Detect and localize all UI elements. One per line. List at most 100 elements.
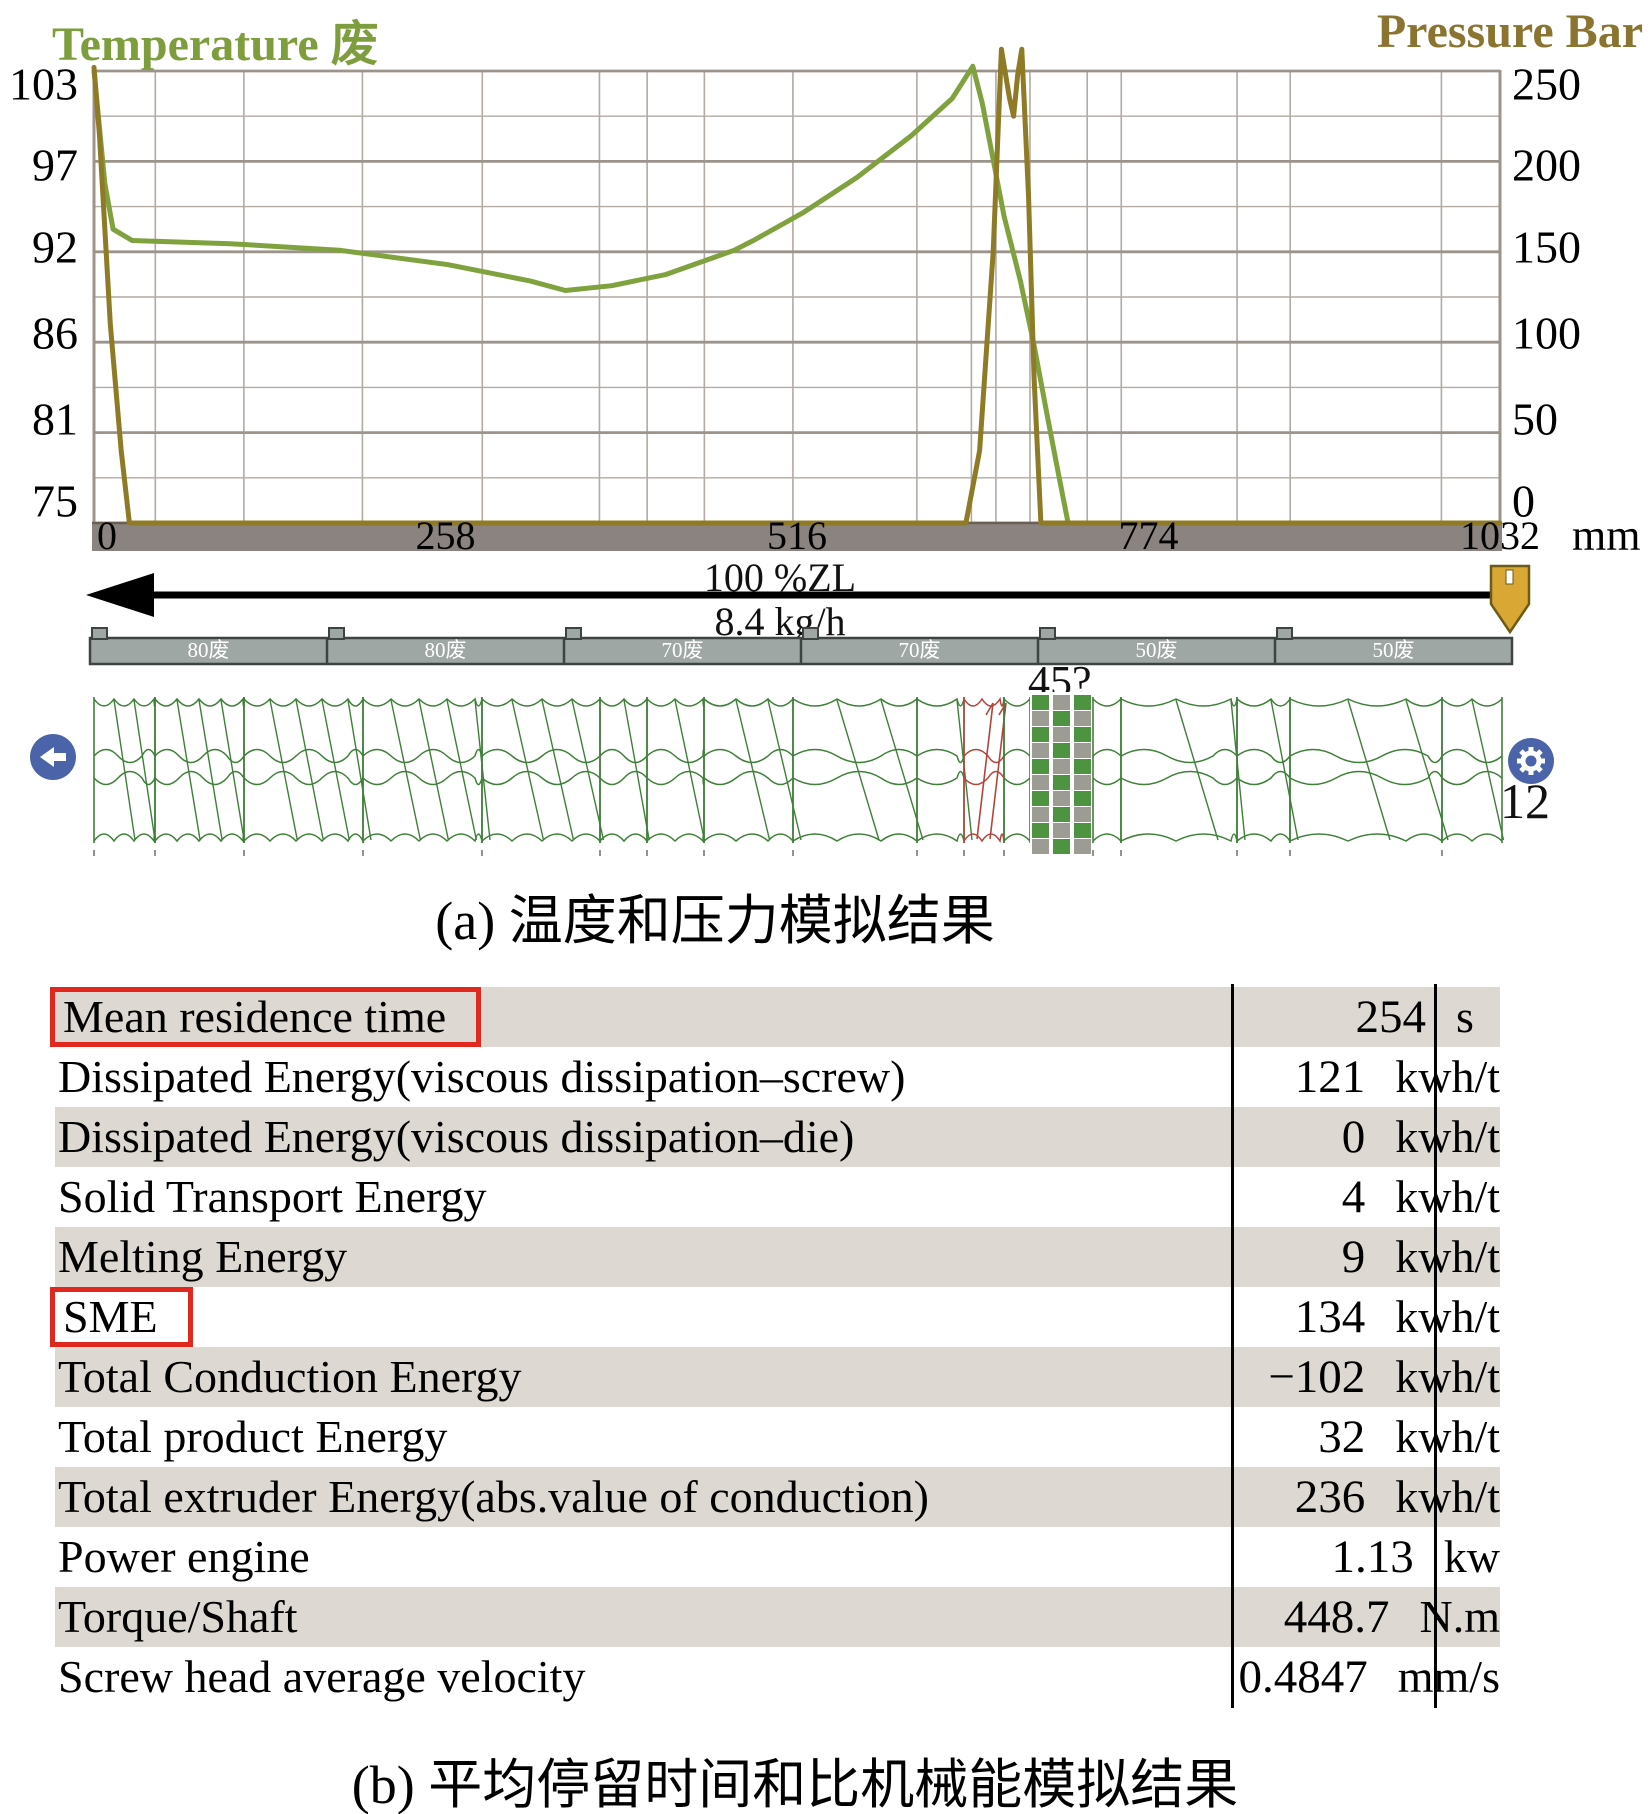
flight-arrow-tick (985, 702, 994, 716)
kneading-block-cell (1074, 759, 1091, 774)
kneading-block-cell (1032, 823, 1049, 838)
kneading-block-cell (1074, 807, 1091, 822)
row-label: Screw head average velocity (58, 1651, 586, 1702)
table-row: Mean residence time 254 s (50, 987, 1500, 1047)
screw-edge-scallop (792, 698, 918, 707)
kneading-block-cell (1053, 695, 1070, 710)
row-value: 134 (1294, 1291, 1366, 1343)
row-label: Torque/Shaft (58, 1591, 298, 1642)
flight-line (1471, 699, 1505, 841)
pressure-curve (91, 46, 1503, 526)
left-arrow-icon (40, 747, 66, 767)
table-row: Melting Energy 9 kwh/t (55, 1227, 1500, 1287)
flight-line (295, 699, 324, 841)
flow-rate-label: 8.4 kg/h (714, 599, 846, 644)
row-unit: kwh/t (1395, 1471, 1500, 1522)
kneading-block-cell (1074, 823, 1091, 838)
row-label: Dissipated Energy(viscous dissipation–di… (58, 1111, 855, 1162)
screw-shaft-wave (646, 748, 705, 764)
screw-edge-scallop (1236, 697, 1291, 707)
screw-shaft-wave (1120, 770, 1238, 786)
row-label: Total product Energy (58, 1411, 448, 1462)
row-value: 448.7 (1283, 1591, 1390, 1643)
screw-shaft-wave (1236, 770, 1291, 786)
x-axis-tick-label: 516 (767, 513, 827, 558)
row-unit: N.m (1419, 1591, 1501, 1642)
screw-edge-scallop (1120, 833, 1238, 843)
flight-line (1270, 699, 1299, 841)
flight-line (1405, 699, 1449, 841)
row-unit: mm/s (1397, 1651, 1500, 1702)
row-value: 121 (1294, 1051, 1366, 1103)
screw-shaft-wave (1441, 770, 1503, 786)
kneading-block-cell (1032, 759, 1049, 774)
screw-shaft-wave (1092, 748, 1122, 757)
flight-line (133, 699, 156, 841)
kneading-block-cell (1074, 791, 1091, 806)
right-axis-tick-label: 0 (1512, 476, 1535, 527)
table-row: Total product Energy 32 kwh/t (55, 1407, 1500, 1467)
screw-edge-scallop (362, 697, 483, 707)
screw-shaft-wave (792, 770, 918, 786)
kneading-block-cell (1074, 695, 1091, 710)
flight-line (880, 699, 924, 841)
kneading-block-cell (1032, 791, 1049, 806)
kneading-block-cell (1053, 711, 1070, 726)
flight-line (1175, 699, 1219, 841)
flow-arrow-head (86, 573, 154, 617)
row-unit: kwh/t (1395, 1111, 1500, 1162)
row-unit: s (1456, 991, 1474, 1042)
screw-shaft-wave (646, 770, 705, 786)
screw-shaft-wave (599, 770, 648, 786)
screw-edge-scallop (1441, 833, 1503, 843)
row-value: 1.13 (1331, 1531, 1414, 1583)
screw-shaft-wave (916, 770, 965, 786)
barrel-zone-label: 50废 (1136, 638, 1178, 662)
flight-line (1347, 699, 1391, 841)
screw-shaft-wave (916, 748, 965, 764)
table-row: Power engine 1.13 kw (55, 1527, 1500, 1587)
screw-shaft-wave (1092, 777, 1122, 786)
table-row: Solid Transport Energy 4 kwh/t (55, 1167, 1500, 1227)
screw-edge-scallop (154, 696, 245, 707)
right-axis-tick-label: 250 (1512, 59, 1581, 110)
results-table: Mean residence time 254 s Dissipated Energy… (50, 987, 1501, 1707)
screw-shaft-wave (1289, 748, 1443, 764)
screw-shaft-wave (93, 748, 156, 764)
screw-edge-scallop (599, 833, 648, 843)
flow-arrow-and-barrel: 80废 80废 70废 70废 50废 50废 (86, 564, 1531, 666)
screw-edge-scallop (703, 833, 794, 843)
x-axis-unit-label: mm (1572, 511, 1640, 560)
flight-line (623, 699, 650, 841)
screw-shaft-wave (792, 748, 918, 764)
screw-edge-scallop (243, 697, 364, 707)
row-unit: kwh/t (1395, 1051, 1500, 1102)
row-label: SME (50, 1287, 1178, 1347)
kneading-block-cell (1053, 823, 1070, 838)
temperature-curve (91, 63, 1071, 526)
x-axis-tick-label: 0 (97, 513, 117, 558)
row-unit: kwh/t (1395, 1231, 1500, 1282)
screw-shaft-wave (1236, 748, 1291, 764)
right-axis-tick-label: 50 (1512, 394, 1558, 445)
left-axis-tick-label: 92 (32, 222, 78, 273)
settings-button[interactable] (1508, 738, 1554, 784)
flight-line (571, 699, 605, 841)
screw-edge-scallop (599, 697, 648, 707)
row-label: Power engine (58, 1531, 310, 1582)
flight-line (767, 699, 802, 841)
left-axis-tick-label: 75 (32, 476, 78, 527)
kneading-block-cell (1032, 727, 1049, 742)
kneading-block-cell (1074, 727, 1091, 742)
highlighted-row-label: Mean residence time (50, 987, 482, 1047)
row-label: Mean residence time (50, 987, 1230, 1047)
gear-icon (1517, 747, 1545, 775)
feed-hopper-icon[interactable] (1489, 564, 1531, 635)
scroll-left-button[interactable] (30, 734, 76, 780)
left-axis-title: Temperature 废 (52, 18, 379, 71)
row-value: 254 (1355, 991, 1427, 1043)
screw-shaft-wave (362, 748, 483, 764)
screw-shaft-wave (362, 770, 483, 786)
screw-edge-scallop (1236, 833, 1291, 843)
flight-line (541, 699, 575, 841)
